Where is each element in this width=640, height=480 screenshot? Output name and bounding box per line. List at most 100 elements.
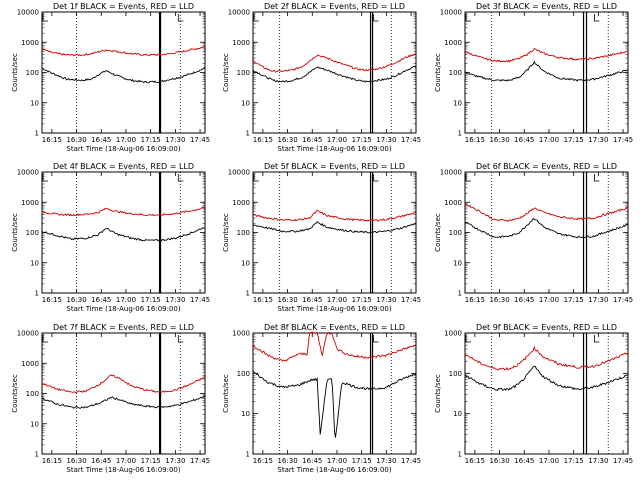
x-tick-label: 16:30 xyxy=(489,457,509,465)
y-axis-label: Counts/sec xyxy=(11,53,19,92)
y-tick-label: 1000 xyxy=(232,199,250,207)
x-axis-label: Start Time (18-Aug-06 16:09:00) xyxy=(277,305,391,313)
series-line xyxy=(464,218,629,239)
y-tick-label: 1000 xyxy=(232,330,250,338)
x-tick-label: 17:15 xyxy=(564,136,584,144)
x-tick-label: 17:15 xyxy=(141,136,161,144)
plot-frame xyxy=(252,332,417,455)
attenuator-marker xyxy=(373,14,379,22)
chart-panel-7: Det 7f BLACK = Events, RED = LLD Counts/s… xyxy=(11,323,210,474)
attenuator-marker xyxy=(594,14,600,22)
series-line xyxy=(464,60,629,82)
y-tick-label: 1000 xyxy=(232,39,250,47)
x-tick-label: 17:30 xyxy=(376,457,396,465)
y-axis-label: Counts/sec xyxy=(434,374,442,413)
x-tick-label: 17:00 xyxy=(539,457,559,465)
series-line xyxy=(252,65,417,83)
x-tick-label: 17:30 xyxy=(588,136,608,144)
y-tick-label: 100 xyxy=(237,370,250,378)
y-axis-label: Counts/sec xyxy=(434,53,442,92)
y-axis-label: Counts/sec xyxy=(222,53,230,92)
y-tick-label: 10000 xyxy=(17,9,39,17)
x-tick-label: 16:30 xyxy=(66,136,86,144)
y-tick-label: 1 xyxy=(458,130,462,138)
y-tick-label: 1000 xyxy=(21,199,39,207)
x-tick-label: 16:15 xyxy=(465,457,485,465)
attenuator-marker xyxy=(177,174,184,182)
y-tick-label: 1 xyxy=(35,451,39,459)
y-tick-label: 10 xyxy=(241,99,250,107)
y-tick-label: 100 xyxy=(237,69,250,77)
y-tick-label: 10 xyxy=(241,410,250,418)
y-tick-label: 100 xyxy=(449,370,462,378)
chart-title: Det 7f BLACK = Events, RED = LLD xyxy=(53,323,194,332)
series-line xyxy=(252,52,417,73)
x-axis-label: Start Time (18-Aug-06 16:09:00) xyxy=(277,466,391,474)
x-tick-label: 17:30 xyxy=(588,457,608,465)
x-tick-label: 16:15 xyxy=(253,136,273,144)
y-tick-label: 1000 xyxy=(444,330,462,338)
series-line xyxy=(41,67,206,84)
attenuator-marker xyxy=(594,335,600,343)
x-tick-label: 17:15 xyxy=(352,296,372,304)
chart-title: Det 6f BLACK = Events, RED = LLD xyxy=(476,162,617,171)
x-tick-label: 17:30 xyxy=(165,457,185,465)
attenuator-marker xyxy=(373,174,379,182)
x-tick-label: 16:45 xyxy=(514,457,534,465)
y-tick-label: 10000 xyxy=(228,9,250,17)
attenuator-marker xyxy=(465,335,471,343)
x-tick-label: 17:15 xyxy=(141,457,161,465)
y-axis-label: Counts/sec xyxy=(222,374,230,413)
x-tick-label: 16:15 xyxy=(42,296,62,304)
y-tick-label: 100 xyxy=(26,390,39,398)
attenuator-marker xyxy=(594,174,600,182)
plot-frame xyxy=(464,332,629,455)
y-tick-label: 1 xyxy=(35,290,39,298)
chart-panel-6: Det 6f BLACK = Events, RED = LLD Counts/s… xyxy=(434,162,633,304)
y-tick-label: 1000 xyxy=(21,39,39,47)
series-line xyxy=(41,45,206,57)
x-tick-label: 16:15 xyxy=(42,457,62,465)
y-tick-label: 10000 xyxy=(17,330,39,338)
x-tick-label: 17:45 xyxy=(613,296,633,304)
x-tick-label: 16:45 xyxy=(91,296,111,304)
y-axis-label: Counts/sec xyxy=(11,374,19,413)
x-tick-label: 17:00 xyxy=(327,457,347,465)
attenuator-marker xyxy=(465,174,471,182)
x-tick-label: 17:00 xyxy=(116,296,136,304)
y-tick-label: 1 xyxy=(246,130,250,138)
x-tick-label: 17:30 xyxy=(376,296,396,304)
x-tick-label: 17:15 xyxy=(564,296,584,304)
x-tick-label: 17:45 xyxy=(190,457,210,465)
attenuator-marker xyxy=(177,335,184,343)
y-tick-label: 1000 xyxy=(444,199,462,207)
x-tick-label: 17:30 xyxy=(588,296,608,304)
x-axis-label: Start Time (18-Aug-06 16:09:00) xyxy=(66,466,180,474)
attenuator-marker xyxy=(253,174,259,182)
x-tick-label: 16:30 xyxy=(66,457,86,465)
chart-panel-1: Det 1f BLACK = Events, RED = LLD Counts/s… xyxy=(11,2,210,153)
x-tick-label: 16:30 xyxy=(277,457,297,465)
chart-panel-3: Det 3f BLACK = Events, RED = LLD Counts/s… xyxy=(434,2,633,144)
x-tick-label: 17:30 xyxy=(165,136,185,144)
y-tick-label: 10 xyxy=(241,259,250,267)
attenuator-marker xyxy=(177,14,184,22)
x-tick-label: 16:15 xyxy=(253,457,273,465)
y-tick-label: 10 xyxy=(453,410,462,418)
y-tick-label: 1 xyxy=(458,451,462,459)
attenuator-marker xyxy=(42,174,48,182)
x-tick-label: 17:00 xyxy=(539,136,559,144)
x-tick-label: 16:30 xyxy=(489,136,509,144)
attenuator-marker xyxy=(42,14,48,22)
chart-title: Det 5f BLACK = Events, RED = LLD xyxy=(264,162,405,171)
x-axis-label: Start Time (18-Aug-06 16:09:00) xyxy=(277,145,391,153)
y-tick-label: 10000 xyxy=(440,169,462,177)
y-tick-label: 10 xyxy=(453,99,462,107)
x-axis-label: Start Time (18-Aug-06 16:09:00) xyxy=(66,305,180,313)
x-tick-label: 17:15 xyxy=(141,296,161,304)
y-tick-label: 100 xyxy=(26,69,39,77)
attenuator-marker xyxy=(253,14,259,22)
attenuator-marker xyxy=(42,335,48,343)
y-tick-label: 10 xyxy=(30,259,39,267)
y-tick-label: 1000 xyxy=(21,360,39,368)
